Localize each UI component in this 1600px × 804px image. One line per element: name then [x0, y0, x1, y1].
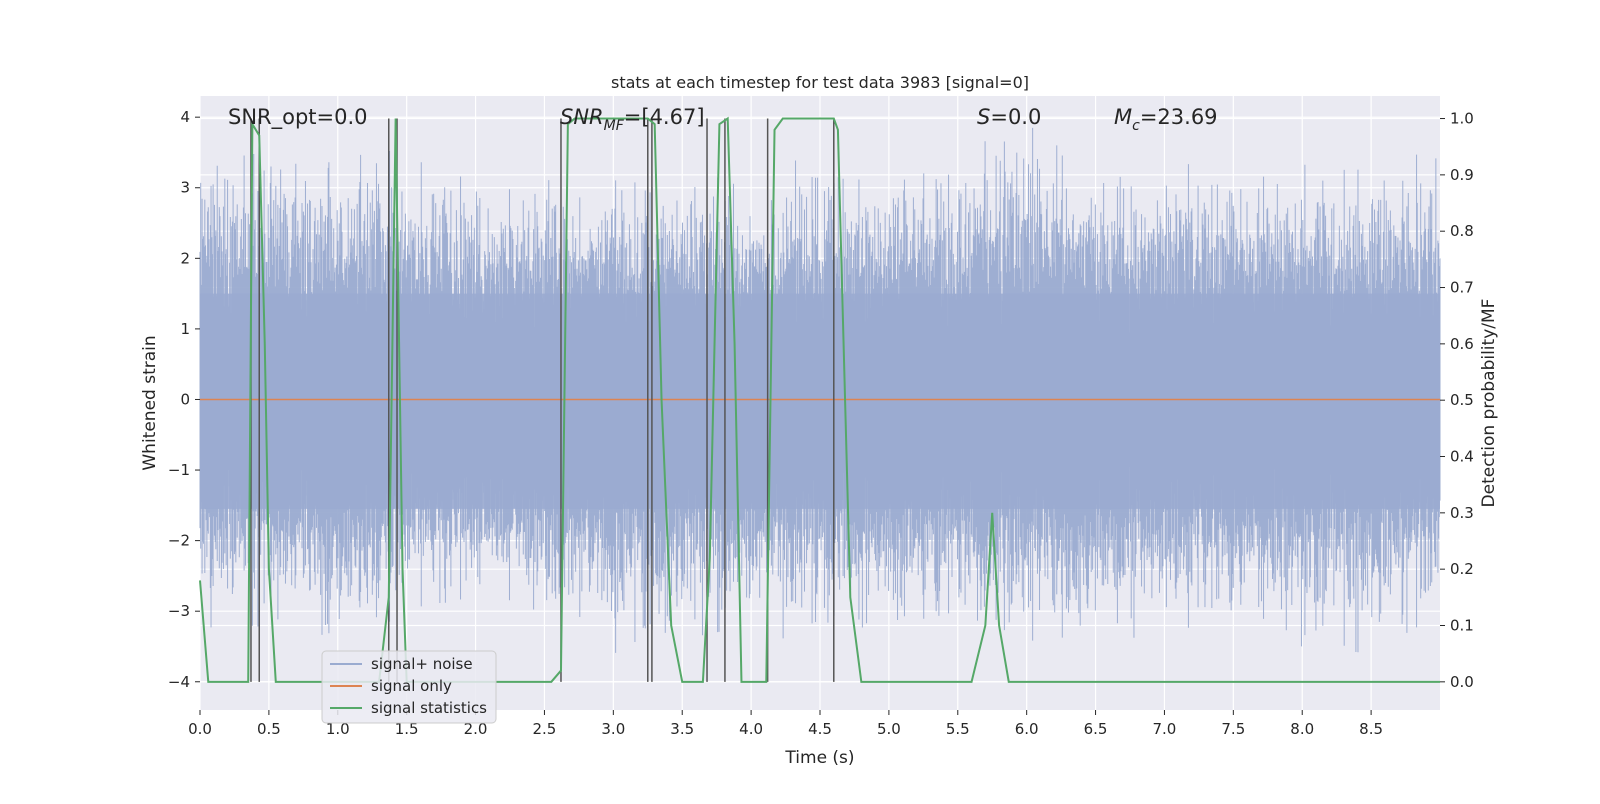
y-right-tick-label: 0.1 [1450, 617, 1474, 635]
y-left-tick-label: 4 [180, 108, 190, 126]
annotation-snr-mf: SNRMF=[4.67] [560, 105, 705, 134]
annotation-mc: Mc=23.69 [1114, 105, 1218, 134]
x-tick-label: 5.0 [877, 720, 901, 738]
y-right-tick-label: 0.6 [1450, 335, 1474, 353]
legend-label-statistics: signal statistics [371, 699, 487, 717]
axis-ticks: 0.0 0.5 1.0 1.5 2.0 2.5 3.0 3.5 4.0 4.5 5.0 5.5 6.0 6… [168, 108, 1474, 738]
x-tick-label: 4.5 [808, 720, 832, 738]
annotation-snr-opt: SNR_opt=0.0 [228, 105, 368, 130]
y-right-tick-label: 0.3 [1450, 504, 1474, 522]
chart-title: stats at each timestep for test data 398… [611, 73, 1029, 92]
x-tick-label: 6.0 [1015, 720, 1039, 738]
legend-label-signal: signal only [371, 677, 452, 695]
noise-core-band [200, 293, 1440, 509]
x-tick-label: 4.0 [739, 720, 763, 738]
y-right-tick-label: 0.9 [1450, 166, 1474, 184]
y-axis-label-right: Detection probability/MF [1479, 299, 1499, 508]
y-right-tick-label: 0.8 [1450, 222, 1474, 240]
y-right-tick-label: 0.5 [1450, 391, 1474, 409]
detection-markers [250, 118, 835, 682]
y-right-tick-label: 0.7 [1450, 279, 1474, 297]
annotation-mc-sub: c [1132, 118, 1140, 134]
x-tick-label: 0.0 [188, 720, 212, 738]
y-right-tick-label: 1.0 [1450, 110, 1474, 128]
y-left-tick-label: 1 [180, 320, 190, 338]
x-axis-label: Time (s) [784, 748, 854, 768]
x-tick-label: 0.5 [257, 720, 281, 738]
y-right-tick-label: 0.0 [1450, 673, 1474, 691]
annotation-mc-main: M [1114, 105, 1132, 129]
annotation-s-value: =0.0 [990, 105, 1041, 129]
y-left-tick-label: −1 [168, 461, 190, 479]
legend-label-noise: signal+ noise [371, 655, 473, 673]
annotation-snr-mf-main: SNR [560, 105, 604, 129]
y-left-tick-label: 3 [180, 179, 190, 197]
x-tick-label: 8.5 [1359, 720, 1383, 738]
y-right-tick-label: 0.4 [1450, 448, 1474, 466]
x-tick-label: 7.0 [1153, 720, 1177, 738]
annotation-s-main: S [977, 105, 990, 129]
y-left-tick-label: 0 [180, 390, 190, 408]
x-tick-label: 8.0 [1290, 720, 1314, 738]
series-signal-statistics [199, 116, 1440, 683]
y-right-tick-label: 0.2 [1450, 560, 1474, 578]
y-left-tick-label: −2 [168, 532, 190, 550]
x-tick-label: 7.5 [1221, 720, 1245, 738]
x-tick-label: 3.5 [670, 720, 694, 738]
y-left-tick-label: 2 [180, 249, 190, 267]
y-left-tick-label: −4 [168, 673, 190, 691]
y-axis-label-left: Whitened strain [140, 335, 160, 470]
legend: signal+ noise signal only signal statist… [321, 650, 497, 724]
legend-box [321, 650, 497, 724]
annotation-mc-value: =23.69 [1140, 105, 1218, 129]
series-signal-noise [199, 127, 1441, 653]
x-tick-label: 6.5 [1084, 720, 1108, 738]
annotation-s: S=0.0 [977, 105, 1041, 129]
signal-statistics-line [199, 116, 1440, 683]
y-left-tick-label: −3 [168, 602, 190, 620]
annotation-snr-mf-sub: MF [604, 118, 625, 134]
annotation-snr-mf-value: =[4.67] [624, 105, 705, 129]
x-tick-label: 1.5 [395, 720, 419, 738]
x-tick-label: 1.0 [326, 720, 350, 738]
x-tick-label: 2.0 [464, 720, 488, 738]
x-tick-label: 2.5 [533, 720, 557, 738]
x-tick-label: 5.5 [946, 720, 970, 738]
x-tick-label: 3.0 [601, 720, 625, 738]
